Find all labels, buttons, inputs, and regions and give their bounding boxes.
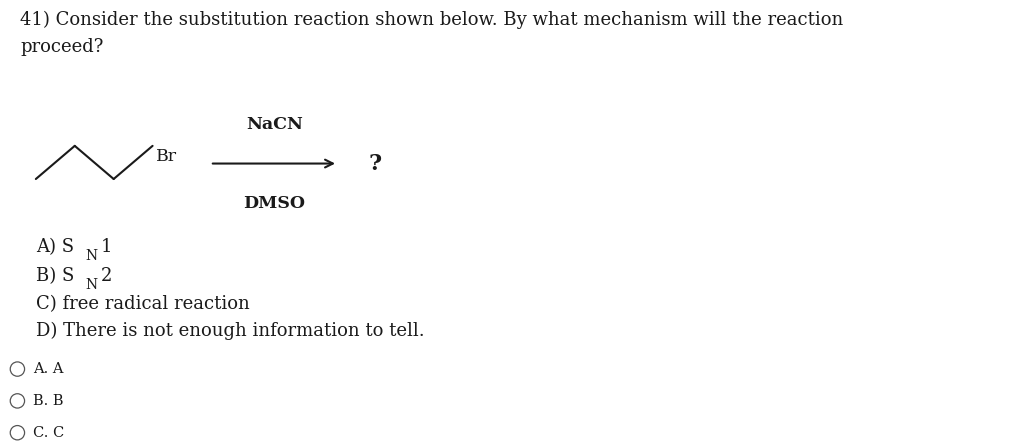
Text: C. C: C. C bbox=[33, 426, 65, 440]
Text: 2: 2 bbox=[101, 267, 113, 285]
Text: D) There is not enough information to tell.: D) There is not enough information to te… bbox=[36, 322, 425, 340]
Text: N: N bbox=[85, 278, 97, 292]
Text: proceed?: proceed? bbox=[20, 38, 103, 56]
Text: 1: 1 bbox=[100, 238, 113, 256]
Text: NaCN: NaCN bbox=[246, 116, 303, 133]
Text: A. A: A. A bbox=[33, 362, 63, 376]
Text: DMSO: DMSO bbox=[244, 195, 305, 212]
Text: B. B: B. B bbox=[33, 394, 63, 408]
Text: A) S: A) S bbox=[36, 238, 74, 256]
Text: N: N bbox=[85, 249, 97, 263]
Text: C) free radical reaction: C) free radical reaction bbox=[36, 295, 250, 313]
Text: Br: Br bbox=[156, 148, 177, 165]
Text: B) S: B) S bbox=[36, 267, 74, 285]
Text: 41) Consider the substitution reaction shown below. By what mechanism will the r: 41) Consider the substitution reaction s… bbox=[20, 11, 844, 29]
Text: ?: ? bbox=[369, 152, 382, 175]
